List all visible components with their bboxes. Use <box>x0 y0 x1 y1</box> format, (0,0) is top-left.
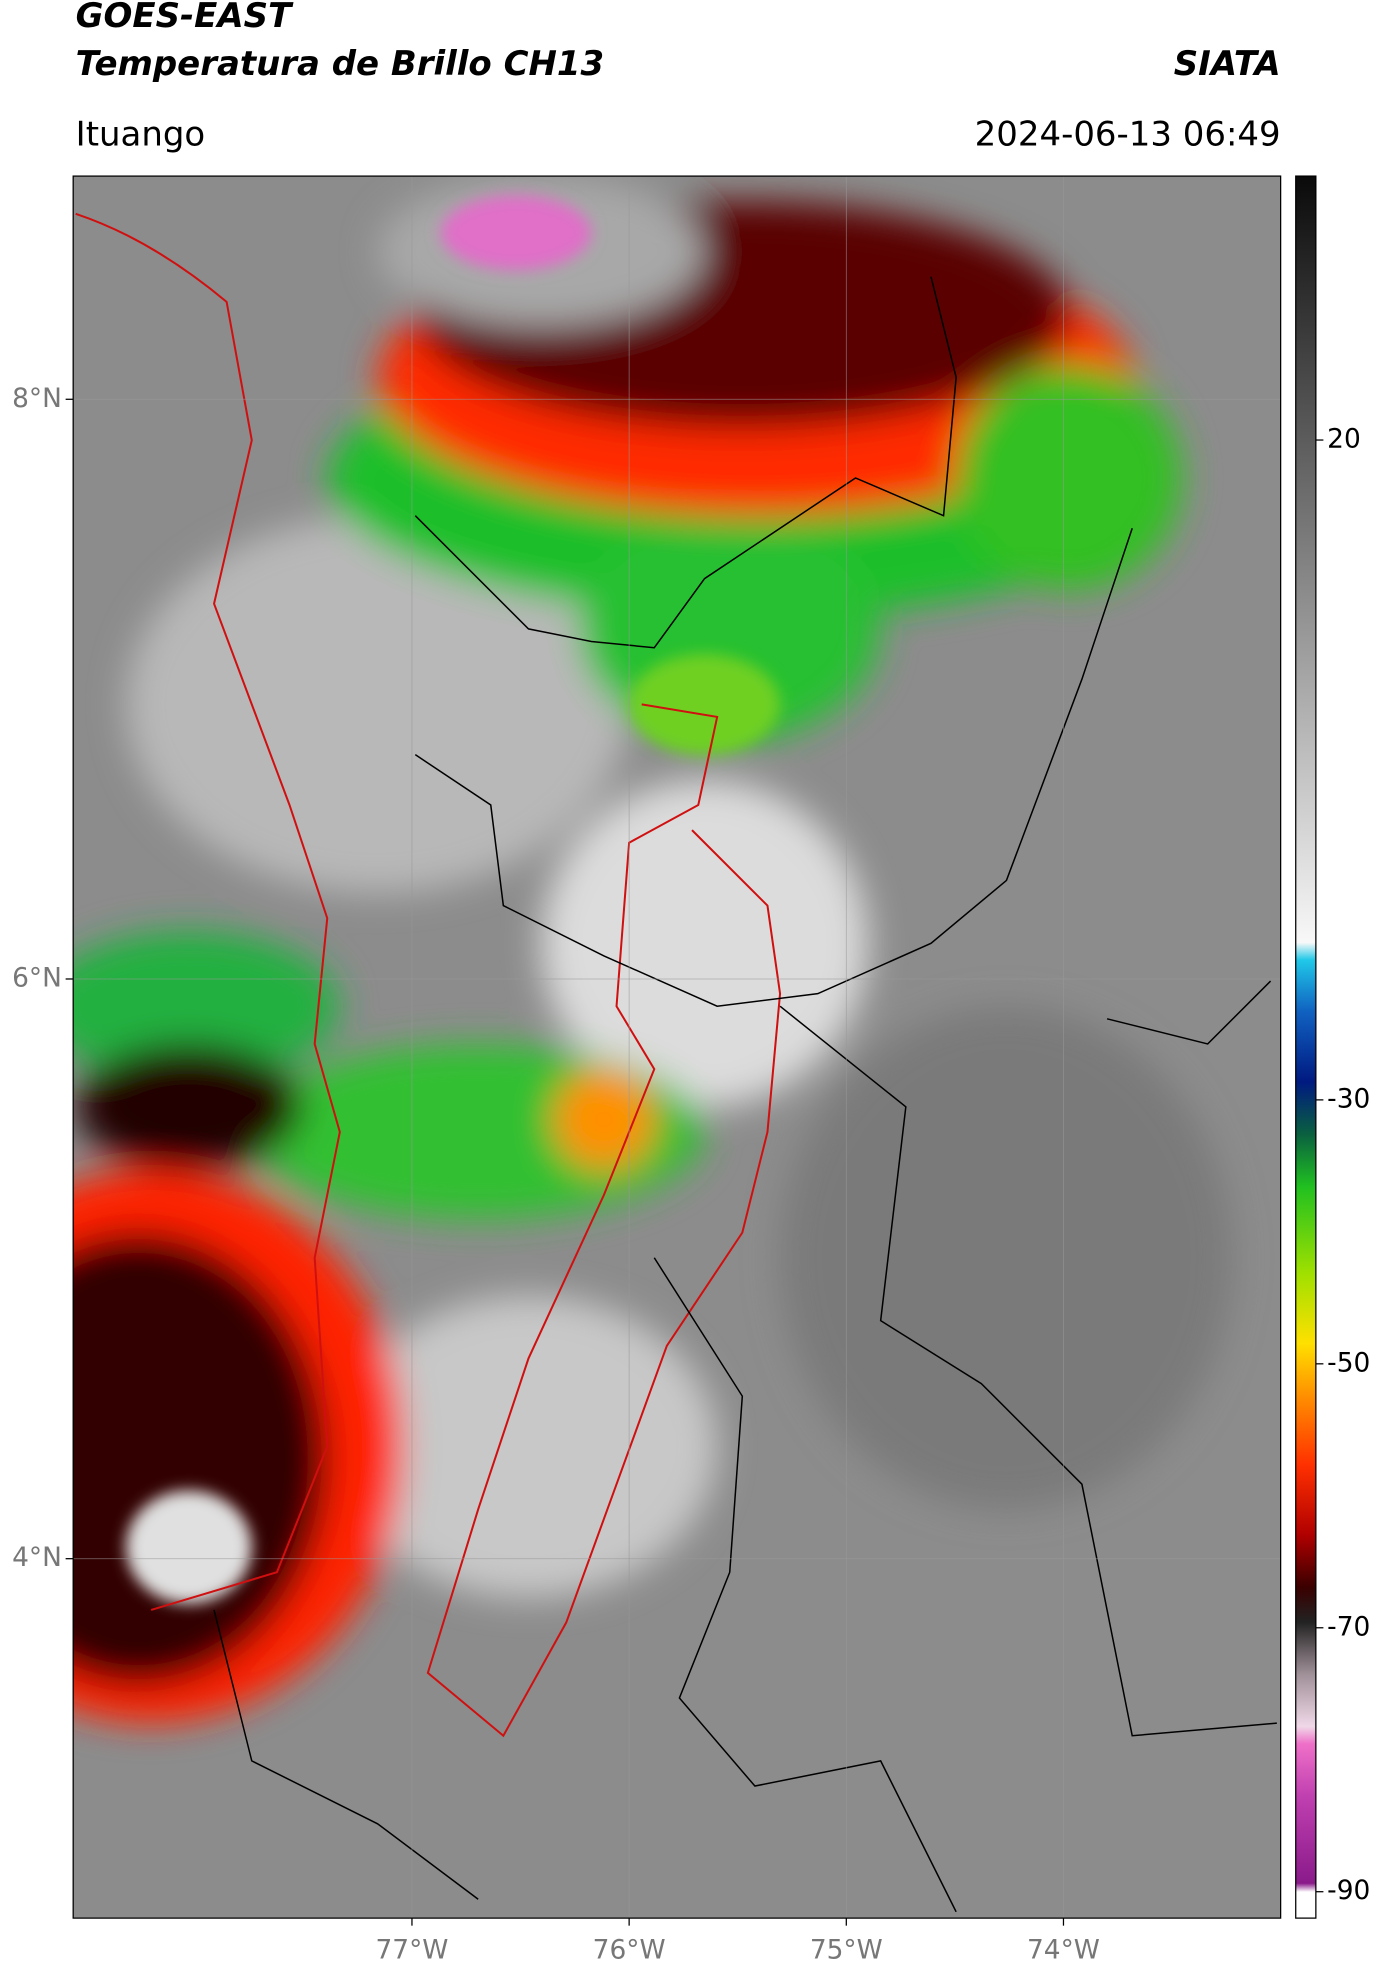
product: Temperatura de Brillo CH13 <box>76 44 604 84</box>
agency: SIATA <box>1174 44 1281 84</box>
map-imagery <box>73 176 1281 1919</box>
colorbar-tick-label: -90 <box>1327 1875 1370 1906</box>
lon-tick-label: 76°W <box>593 1934 666 1965</box>
map-frame <box>72 175 1282 1919</box>
lat-tick-label: 4°N <box>12 1542 62 1573</box>
colorbar-tick-label: -30 <box>1327 1083 1370 1114</box>
lon-tick-label: 75°W <box>810 1934 883 1965</box>
satellite: GOES-EAST <box>76 0 294 36</box>
colorbar-tick-label: -50 <box>1327 1347 1370 1378</box>
location: Ituango <box>76 114 206 154</box>
lon-tick-label: 77°W <box>375 1934 448 1965</box>
datetime: 2024-06-13 06:49 <box>975 114 1281 154</box>
colorbar <box>1295 175 1317 1919</box>
lat-tick-label: 6°N <box>12 962 62 993</box>
graticule <box>73 176 1281 1919</box>
colorbar-tick-label: 20 <box>1327 424 1361 455</box>
lon-tick-label: 74°W <box>1027 1934 1100 1965</box>
colorbar-tick-label: -70 <box>1327 1611 1370 1642</box>
lat-tick-label: 8°N <box>12 383 62 414</box>
